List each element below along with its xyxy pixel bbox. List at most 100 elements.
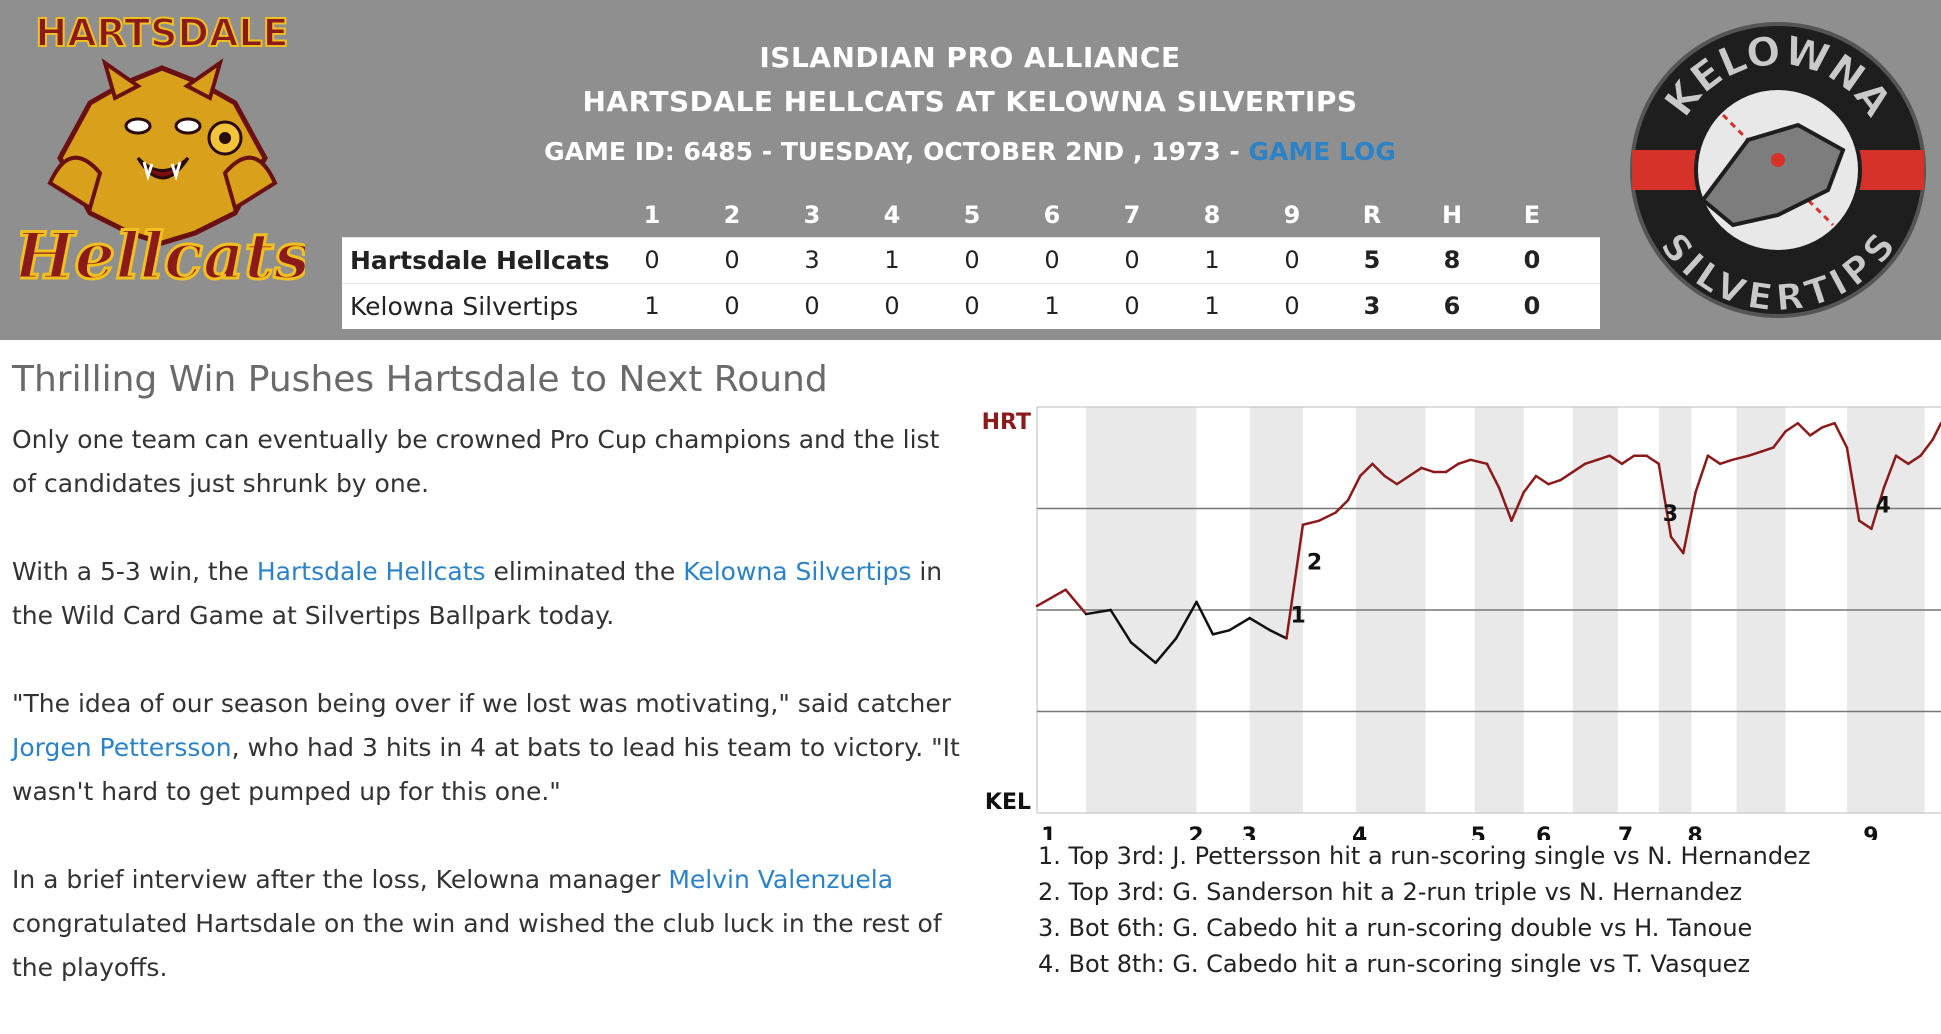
win-probability-segment (1064, 588, 1088, 616)
win-probability-segment (1669, 535, 1685, 555)
win-probability-segment (1444, 462, 1460, 474)
box-score-cell: 0 (1124, 246, 1140, 274)
wildcat-icon (47, 58, 278, 246)
article-text: In a brief interview after the loss, Kel… (12, 865, 669, 894)
win-probability-segment (1248, 616, 1272, 632)
article-paragraph-2: With a 5-3 win, the Hartsdale Hellcats e… (12, 550, 962, 638)
team-link-kelowna[interactable]: Kelowna Silvertips (683, 557, 912, 586)
left-logo-bottom-text: Hellcats (20, 219, 305, 294)
team-link-hartsdale[interactable]: Hartsdale Hellcats (256, 557, 486, 586)
win-probability-segment (1596, 454, 1611, 462)
box-score-team-name: Hartsdale Hellcats (350, 246, 610, 275)
win-probability-segment (1407, 466, 1423, 478)
chart-annotation: 3 (1663, 502, 1678, 527)
win-probability-segment (1346, 474, 1362, 502)
win-probability-segment (1772, 430, 1787, 449)
box-score-cell: 0 (1124, 292, 1140, 320)
inning-label: 4 (1352, 824, 1367, 840)
win-probability-segment (1857, 519, 1873, 531)
win-probability-segment (1796, 421, 1812, 437)
box-score-cell: 0 (884, 292, 900, 320)
win-probability-segment (1358, 462, 1374, 478)
article-paragraph-3: "The idea of our season being over if we… (12, 682, 962, 814)
chart-note: 4. Bot 8th: G. Cabedo hit a run-scoring … (1038, 950, 1751, 978)
chart-bottom-team-label: KEL (985, 790, 1031, 815)
win-probability-segment (1211, 629, 1231, 636)
win-probability-segment (1808, 426, 1824, 437)
box-score-cell: 1 (884, 246, 900, 274)
box-score-cell: 0 (964, 246, 980, 274)
chart-note: 3. Bot 6th: G. Cabedo hit a run-scoring … (1038, 914, 1753, 942)
win-probability-segment (1469, 458, 1489, 466)
win-probability-segment (1395, 474, 1411, 486)
win-probability-segment (1731, 454, 1750, 462)
win-probability-segment (1522, 474, 1538, 494)
article-paragraph-4: In a brief interview after the loss, Kel… (12, 858, 962, 990)
win-probability-segment (1706, 454, 1722, 466)
win-probability-segment (1420, 466, 1436, 474)
box-score-cell: 1 (644, 292, 660, 320)
article-text: congratulated Hartsdale on the win and w… (12, 909, 942, 982)
box-score-col: 1 (643, 201, 661, 229)
win-probability-segment (1870, 486, 1885, 531)
box-score-runs: 5 (1363, 246, 1381, 274)
box-score-cell: 0 (1284, 292, 1300, 320)
win-probability-segment (1718, 458, 1734, 466)
box-score-col: 9 (1283, 201, 1301, 229)
box-score-cell: 0 (804, 292, 820, 320)
box-score-errors: 0 (1523, 292, 1541, 320)
win-probability-segment (1608, 454, 1624, 466)
win-probability-segment (1084, 608, 1112, 616)
article-text: in the Wild Card Game at Silvertips Ball… (12, 557, 943, 630)
box-score-errors: 0 (1523, 246, 1541, 274)
article-text: With a 5-3 win, the (12, 557, 257, 586)
chart-note: 2. Top 3rd: G. Sanderson hit a 2-run tri… (1038, 878, 1743, 906)
chart-annotation: 1 (1291, 603, 1306, 628)
manager-link-valenzuela[interactable]: Melvin Valenzuela (668, 865, 894, 894)
box-score-col: 7 (1123, 201, 1141, 229)
player-link-pettersson[interactable]: Jorgen Pettersson (12, 733, 232, 762)
box-score-col: R (1362, 201, 1382, 229)
box-score-col: 6 (1043, 201, 1061, 229)
article: Thrilling Win Pushes Hartsdale to Next R… (12, 352, 962, 1034)
box-score-header: 1 2 3 4 5 6 7 8 9 R H E (342, 193, 1600, 237)
box-score-col: 3 (803, 201, 821, 229)
win-probability-segment (1571, 462, 1587, 474)
chart-annotation: 2 (1307, 551, 1322, 576)
win-probability-segment (1645, 454, 1661, 466)
win-probability-segment (1534, 474, 1550, 486)
article-text: "The idea of our season being over if we… (12, 689, 952, 718)
game-log-link[interactable]: GAME LOG (1248, 137, 1396, 166)
win-probability-segment (1285, 523, 1305, 640)
box-score-cell: 0 (724, 246, 740, 274)
chart-top-team-label: HRT (982, 410, 1031, 435)
win-probability-segment (1583, 458, 1599, 466)
game-meta-text: GAME ID: 6485 - TUESDAY, OCTOBER 2ND , 1… (544, 137, 1249, 166)
win-probability-segment (1547, 478, 1562, 486)
win-probability-segment (1154, 637, 1178, 665)
game-header: HARTSDALE Hellcats ISLANDIAN PRO ALLIANC… (0, 0, 1941, 340)
win-probability-chart: HRT KEL 1 2 3 4 1 2 3 4 5 6 7 8 9 (982, 406, 1941, 840)
box-score-team-name: Kelowna Silvertips (350, 292, 579, 321)
win-probability-segment (1195, 600, 1215, 636)
box-score-runs: 3 (1363, 292, 1381, 320)
kelowna-silvertips-logo: KELOWNA SILVERTIPS (1630, 22, 1926, 320)
box-score-col: H (1441, 201, 1463, 229)
win-probability-segment (1174, 600, 1198, 640)
win-probability-segment (1129, 641, 1157, 665)
win-probability-segment (1931, 421, 1941, 441)
win-probability-segment (1228, 616, 1251, 632)
box-score-hits: 6 (1443, 292, 1461, 320)
box-score-cell: 0 (964, 292, 980, 320)
win-probability-segment (1457, 458, 1472, 466)
game-title-block: ISLANDIAN PRO ALLIANCE HARTSDALE HELLCAT… (340, 38, 1600, 172)
article-headline: Thrilling Win Pushes Hartsdale to Next R… (12, 359, 828, 400)
win-probability-segment (1620, 454, 1636, 466)
win-probability-segment (1301, 519, 1321, 526)
win-probability-segment (1882, 454, 1898, 490)
win-probability-segment (1919, 438, 1935, 457)
win-probability-segment (1485, 462, 1501, 490)
win-probability-segment (1109, 608, 1133, 644)
box-score-col: 5 (963, 201, 981, 229)
inning-label: 9 (1863, 824, 1878, 840)
